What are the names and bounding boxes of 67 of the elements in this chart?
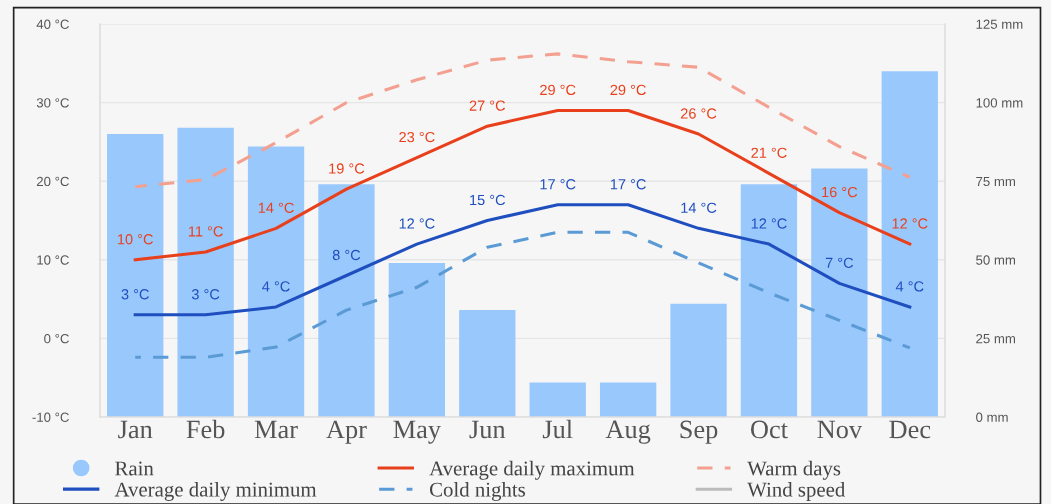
x-tick-label: Nov — [817, 420, 863, 439]
data-label: 3 °C — [121, 289, 149, 300]
y-tick-label: 30 °C — [36, 98, 69, 108]
data-label: 14 °C — [681, 202, 717, 213]
bar — [811, 168, 868, 417]
data-label: 10 °C — [118, 234, 153, 245]
x-tick-label: Jun — [469, 420, 506, 439]
legend-label: Wind speed — [747, 481, 846, 501]
x-tick-label: Jul — [542, 419, 573, 439]
data-label: 7 °C — [825, 257, 854, 268]
data-label: 19 °C — [329, 163, 365, 174]
x-tick-label: Aug — [605, 420, 651, 444]
y2-tick-label: 100 mm — [976, 98, 1023, 108]
bar — [881, 71, 938, 417]
data-label: 4 °C — [262, 281, 290, 292]
legend-label: Average daily maximum — [429, 460, 635, 480]
y2-tick-label: 25 mm — [976, 333, 1016, 344]
data-label: 27 °C — [469, 100, 506, 111]
bar — [459, 310, 516, 417]
data-label: 21 °C — [751, 147, 787, 158]
data-label: 29 °C — [610, 84, 646, 96]
data-label: 11 °C — [188, 226, 223, 237]
legend-label: Cold nights — [429, 481, 526, 501]
data-label: 17 °C — [610, 179, 646, 190]
x-tick-label: May — [393, 420, 441, 444]
legend-label: Warm days — [747, 460, 841, 480]
y-tick-label: 0 °C — [44, 333, 69, 344]
data-label: 15 °C — [470, 194, 506, 206]
y-tick-label: 40 °C — [36, 19, 69, 29]
bar — [247, 146, 305, 417]
legend-label: Average daily minimum — [114, 481, 317, 501]
bar — [388, 262, 446, 417]
x-tick-label: Jan — [118, 420, 153, 439]
data-label: 12 °C — [892, 218, 928, 229]
data-label: 26 °C — [680, 108, 717, 119]
data-label: 12 °C — [399, 218, 435, 229]
x-tick-label: Dec — [889, 420, 931, 439]
legend-label: Rain — [115, 461, 154, 476]
bar — [670, 303, 727, 417]
data-label: 23 °C — [399, 131, 435, 143]
data-label: 14 °C — [258, 202, 294, 213]
bar — [599, 382, 657, 417]
data-label: 12 °C — [751, 218, 787, 229]
data-label: 4 °C — [895, 281, 924, 292]
data-label: 3 °C — [191, 289, 220, 300]
y2-tick-label: 75 mm — [976, 176, 1016, 187]
data-label: 8 °C — [332, 249, 361, 261]
data-label: 29 °C — [540, 84, 576, 96]
x-tick-label: Feb — [186, 419, 225, 439]
y-tick-label: 20 °C — [36, 176, 69, 187]
line-series — [133, 52, 912, 189]
bar — [177, 127, 234, 417]
x-tick-label: Mar — [254, 420, 298, 439]
y2-tick-label: 0 mm — [976, 412, 1008, 422]
y2-tick-label: 50 mm — [976, 255, 1016, 265]
bar — [740, 184, 798, 417]
bar — [107, 134, 164, 417]
data-label: 16 °C — [822, 186, 858, 198]
x-tick-label: Apr — [326, 420, 367, 444]
x-tick-label: Oct — [750, 420, 788, 439]
y2-tick-label: 125 mm — [976, 19, 1023, 29]
y-tick-label: 10 °C — [37, 255, 69, 265]
data-label: 17 °C — [540, 179, 576, 190]
bar — [529, 382, 586, 417]
x-tick-label: Sep — [680, 420, 718, 444]
bar — [318, 184, 375, 417]
y-tick-label: -10 °C — [32, 412, 69, 422]
